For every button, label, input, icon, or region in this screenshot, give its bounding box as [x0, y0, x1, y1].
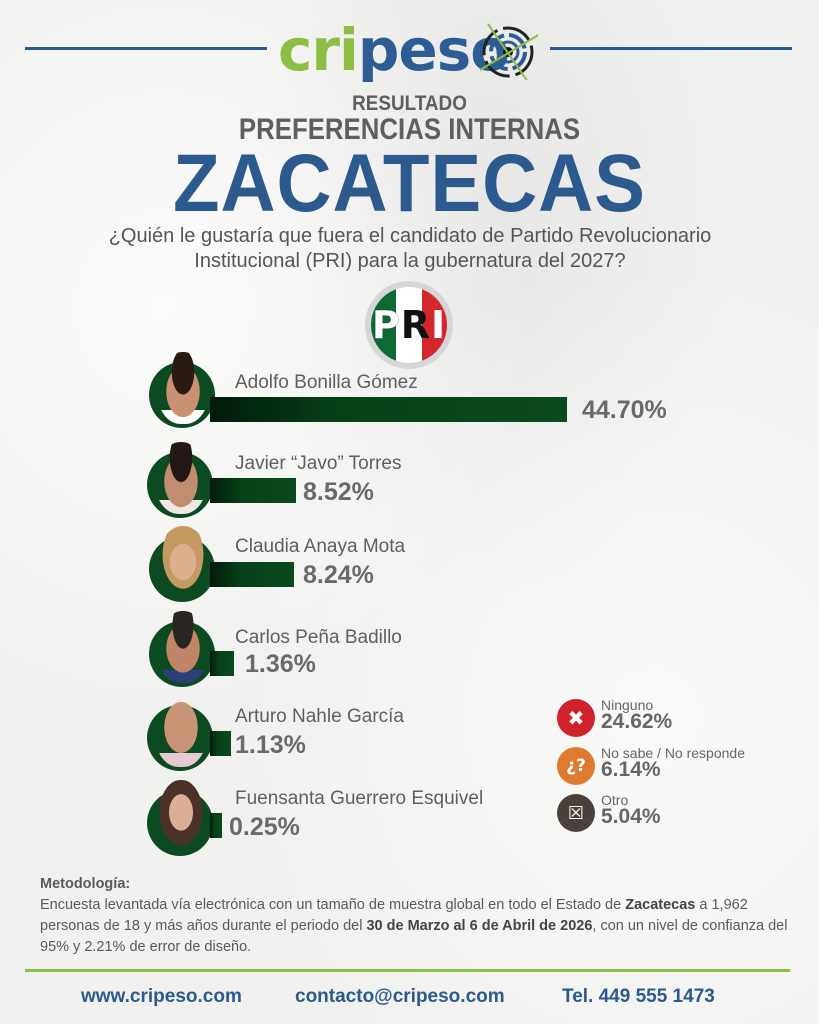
header-rule-right: [550, 47, 792, 50]
question-line-2: Institucional (PRI) para la gubernatura …: [194, 250, 626, 272]
footer-divider: [25, 969, 790, 972]
candidate-name-2: Javier “Javo” Torres: [235, 453, 402, 474]
x-mark-icon: ✖: [557, 699, 595, 737]
candidate-photo-2: [147, 442, 213, 518]
logo-text-green: cri: [278, 16, 359, 84]
other-label-none: Ninguno: [601, 697, 654, 713]
candidate-photo-5: [147, 695, 213, 771]
pri-letter-i: I: [430, 303, 447, 347]
header-rule-left: [25, 47, 267, 50]
methodology-state: Zacatecas: [625, 897, 696, 913]
candidate-photo-4: [149, 611, 215, 687]
value-candidate-1: 44.70%: [582, 396, 667, 424]
subtitle: PREFERENCIAS INTERNAS: [238, 113, 581, 146]
question-mark-icon: ¿?: [557, 747, 595, 785]
other-value-other: 5.04%: [601, 805, 661, 828]
value-candidate-5: 1.13%: [235, 731, 306, 759]
candidate-photo-6: [147, 780, 213, 856]
methodology: Metodología: Encuesta levantada vía elec…: [40, 874, 790, 958]
pri-letter-p: P: [371, 303, 401, 347]
state-title: ZACATECAS: [173, 138, 646, 229]
bar-candidate-6: [210, 813, 222, 838]
footer-email-link[interactable]: contacto@cripeso.com: [295, 986, 505, 1007]
survey-question: ¿Quién le gustaría que fuera el candidat…: [60, 224, 760, 274]
value-candidate-6: 0.25%: [229, 813, 300, 841]
candidate-name-4: Carlos Peña Badillo: [235, 627, 402, 648]
value-candidate-2: 8.52%: [303, 478, 374, 506]
bar-candidate-2: [210, 478, 296, 503]
candidate-name-5: Arturo Nahle García: [235, 706, 404, 727]
pri-letter-r: R: [400, 303, 431, 347]
cripeso-logo: cripeso: [278, 14, 540, 86]
other-label-dont-know: No sabe / No responde: [601, 745, 745, 761]
candidate-name-6: Fuensanta Guerrero Esquivel: [235, 788, 484, 809]
footer-phone[interactable]: Tel. 449 555 1473: [562, 986, 715, 1007]
bar-candidate-3: [210, 562, 294, 587]
value-candidate-3: 8.24%: [303, 561, 374, 589]
candidate-photo-1: [149, 352, 215, 428]
ballot-icon: ☒: [557, 794, 595, 832]
footer-website-link[interactable]: www.cripeso.com: [81, 986, 242, 1007]
target-crosshair-icon: [479, 23, 538, 80]
value-candidate-4: 1.36%: [245, 650, 316, 678]
methodology-title: Metodología:: [40, 876, 131, 892]
methodology-period: 30 de Marzo al 6 de Abril de 2026: [366, 918, 593, 934]
methodology-text-1: Encuesta levantada vía electrónica con u…: [40, 897, 626, 913]
candidate-photo-3: [149, 526, 215, 602]
bar-candidate-5: [210, 731, 231, 756]
result-kicker: RESULTADO: [352, 92, 467, 115]
candidate-name-1: Adolfo Bonilla Gómez: [235, 372, 418, 393]
other-label-other: Otro: [601, 792, 629, 808]
methodology-text-2: a 1,962 personas de 18 y más años durant…: [40, 897, 748, 934]
bar-candidate-4: [210, 651, 234, 676]
methodology-text-3: , con un nivel de confianza del 95% y 2.…: [40, 918, 788, 955]
bar-candidate-1: [210, 397, 567, 422]
question-line-1: ¿Quién le gustaría que fuera el candidat…: [108, 225, 712, 247]
other-value-dont-know: 6.14%: [601, 758, 661, 781]
candidate-name-3: Claudia Anaya Mota: [235, 536, 406, 557]
other-value-none: 24.62%: [601, 710, 673, 733]
